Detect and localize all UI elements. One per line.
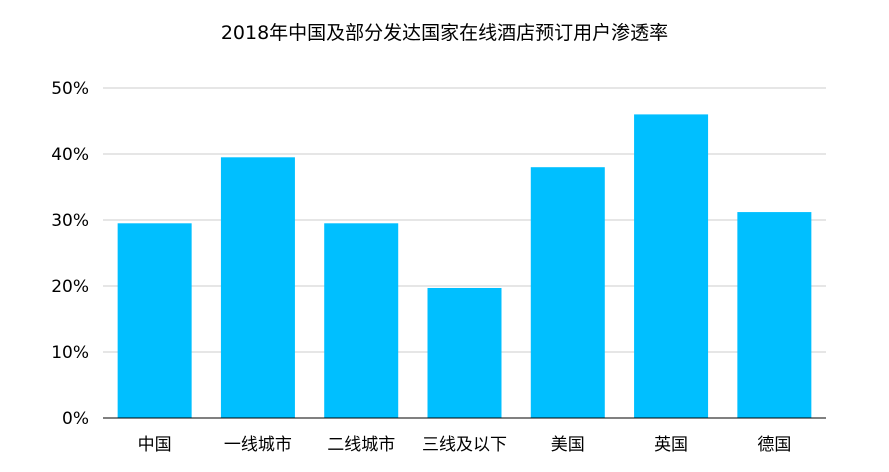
- x-category-label: 中国: [138, 435, 172, 455]
- bar-1: [220, 157, 295, 419]
- x-category-label: 美国: [551, 435, 585, 455]
- bar-6: [737, 212, 812, 418]
- bar-2: [324, 223, 399, 418]
- x-category-label: 德国: [757, 435, 791, 455]
- x-axis-labels: 中国 一线城市 二线城市 三线及以下 美国 英国 德国: [138, 435, 792, 455]
- x-category-label: 一线城市: [224, 435, 292, 455]
- y-tick-label: 20%: [51, 277, 89, 297]
- y-tick-label: 0%: [62, 409, 89, 429]
- y-tick-label: 30%: [51, 211, 89, 231]
- x-category-label: 二线城市: [327, 435, 395, 455]
- y-tick-label: 10%: [51, 343, 89, 363]
- bar-0: [117, 223, 192, 418]
- bar-3: [427, 287, 502, 418]
- chart-title: 2018年中国及部分发达国家在线酒店预订用户渗透率: [220, 22, 669, 44]
- y-tick-label: 40%: [51, 145, 89, 165]
- x-category-label: 三线及以下: [422, 435, 507, 455]
- x-category-label: 英国: [654, 435, 688, 455]
- bar-4: [530, 167, 605, 418]
- bar-5: [634, 114, 709, 419]
- y-tick-label: 50%: [51, 79, 89, 99]
- y-axis-ticks: 0% 10% 20% 30% 40% 50%: [51, 79, 89, 429]
- bars-layer: [117, 114, 812, 419]
